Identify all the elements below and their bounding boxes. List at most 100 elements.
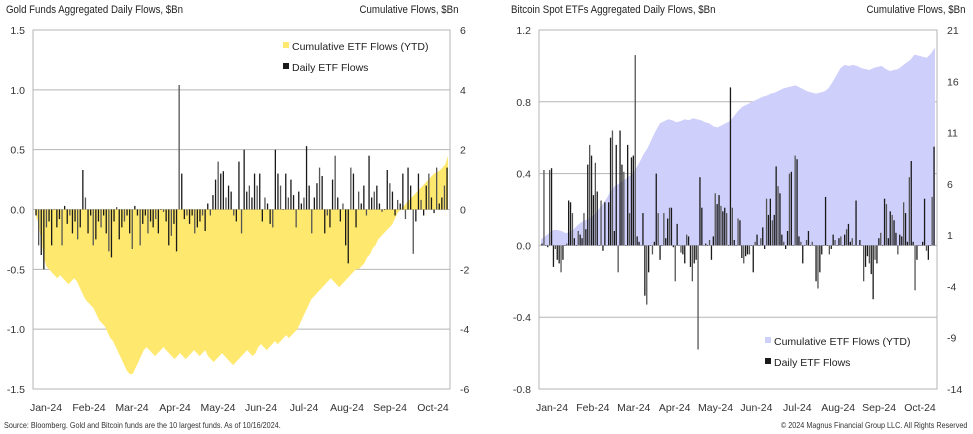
gold-daily-bar [428,173,430,210]
bitcoin-x-tick-label: May-24 [698,402,733,414]
gold-daily-bar [256,185,258,210]
gold-daily-bar [285,173,287,210]
bitcoin-daily-bar [834,240,836,246]
bitcoin-daily-bar [663,213,665,246]
gold-daily-bar [38,209,40,246]
gold-daily-bar [168,209,170,246]
bitcoin-daily-bar [929,245,931,246]
bitcoin-daily-bar [832,234,834,246]
gold-daily-bar [365,209,368,216]
bitcoin-x-tick-label: Jul-24 [783,402,812,414]
bitcoin-x-tick-label: Jan-24 [536,402,568,414]
bitcoin-daily-bar [906,241,909,246]
gold-daily-bar [74,209,76,222]
gold-y2-tick-label: -2 [460,264,469,276]
bitcoin-y-tick-label: 0.8 [516,97,531,109]
bitcoin-x-tick-label: Feb-24 [576,402,609,414]
bitcoin-daily-bar [857,245,859,246]
bitcoin-daily-bar [592,195,595,246]
bitcoin-daily-bar [543,170,545,246]
gold-daily-bar [391,191,394,210]
gold-daily-bar [292,195,295,210]
gold-daily-bar [58,209,61,220]
gold-daily-bar [261,209,263,222]
gold-plot-frame [32,29,451,390]
bitcoin-daily-bar [874,245,876,260]
bitcoin-daily-bar [903,202,905,246]
gold-daily-bar [79,209,81,228]
gold-y2-tick-label: -4 [460,324,469,336]
bitcoin-daily-bar [764,245,766,249]
gold-legend-label: Cumulative ETF Flows (YTD) [292,41,429,53]
bitcoin-daily-bar [682,245,684,255]
gold-daily-bar [266,203,269,210]
gold-daily-bar [430,197,433,210]
bitcoin-daily-bar [638,241,640,246]
bitcoin-daily-bar [632,155,634,246]
bitcoin-daily-bar [731,207,733,246]
gold-daily-bar [186,209,188,216]
gold-daily-bar [139,209,141,246]
bitcoin-daily-bar [743,245,745,264]
bitcoin-daily-bar [807,231,810,246]
bitcoin-daily-bar [552,245,555,267]
gold-daily-bar [386,170,388,210]
bitcoin-chart: 1.2 0.8 0.4 0.0 -0.4 -0.8 21 16 11 6 1 -4 -9 -14 Jan-2… [513,25,962,414]
bitcoin-daily-bar [564,245,566,246]
bitcoin-daily-bar [887,238,889,246]
gold-y-tick-label: -1.5 [7,384,25,396]
bitcoin-daily-bar [541,243,543,246]
bitcoin-daily-bar [758,245,760,246]
bitcoin-y2-tick-label: 6 [947,179,953,191]
bitcoin-daily-bar [783,241,785,246]
bitcoin-daily-bar [733,240,735,246]
gold-daily-bar [123,209,126,222]
gold-daily-bar [71,209,74,234]
bitcoin-daily-bar [699,177,701,246]
bitcoin-daily-bar [577,231,579,246]
gold-daily-bar [339,209,341,222]
bitcoin-y2-tick-label: -14 [947,384,962,396]
copyright-note: © 2024 Magnus Financial Group LLC. All R… [780,420,967,430]
bitcoin-x-tick-label: Oct-24 [904,402,936,414]
gold-daily-bar [272,209,274,228]
bitcoin-daily-bar [889,211,891,246]
gold-x-tick-label: Jun-24 [245,402,277,414]
gold-daily-bar [345,209,347,246]
gold-y-tick-label: 1.5 [10,25,25,37]
bitcoin-daily-bar [587,164,589,246]
gold-y-tick-label: 0.0 [10,205,25,217]
gold-daily-bar [51,209,53,246]
gold-daily-bar [220,173,222,210]
bitcoin-daily-bar [568,200,570,246]
gold-daily-bar [147,209,149,234]
gold-daily-bar [45,209,48,228]
gold-daily-bar [355,209,357,228]
gold-daily-bar [425,185,427,210]
gold-daily-bar [100,209,102,228]
bitcoin-daily-bar [583,213,585,246]
gold-daily-bar [35,209,37,216]
gold-daily-bar [129,209,131,234]
bitcoin-daily-bar [668,207,671,246]
bitcoin-daily-bar [703,245,705,246]
bitcoin-daily-bar [809,245,811,246]
gold-daily-bar [321,176,323,210]
bitcoin-daily-bar [762,227,764,246]
bitcoin-daily-bar [670,207,673,246]
bitcoin-daily-bar [653,241,655,246]
bitcoin-y-tick-label: -0.8 [513,384,531,396]
bitcoin-daily-bar [828,245,830,255]
gold-daily-bar [181,173,183,210]
gold-daily-bar [105,209,107,234]
bitcoin-daily-bar [885,204,888,246]
gold-daily-bar [389,183,391,210]
gold-legend: Cumulative ETF Flows (YTD) Daily ETF Flow… [283,41,429,74]
bitcoin-daily-bar [590,155,593,246]
gold-daily-bar [371,197,373,210]
bitcoin-daily-bar [878,238,880,246]
gold-daily-bar [90,209,92,216]
gold-daily-bar [173,209,175,224]
bitcoin-daily-bar [933,146,935,246]
